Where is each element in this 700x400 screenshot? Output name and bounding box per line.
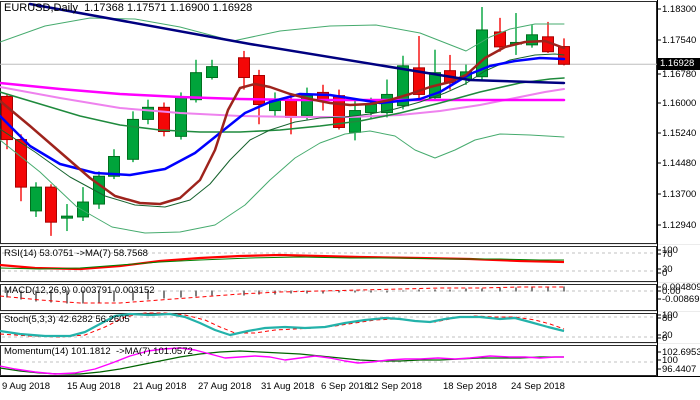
momentum-main-line <box>0 347 564 375</box>
current-price-badge: 1.16928 <box>658 58 700 70</box>
momentum-axis-label: 100 <box>662 355 678 366</box>
candle-body <box>127 118 139 160</box>
candle-body <box>142 106 154 120</box>
ma-magenta-100 <box>0 81 566 102</box>
candle-body <box>77 201 89 218</box>
price-axis-label: 1.18300 <box>662 4 697 15</box>
stochastic-axis-label: 100 <box>662 310 678 321</box>
rsi-ma-line <box>0 256 564 270</box>
candle-body <box>365 104 377 114</box>
candle-body <box>285 99 297 118</box>
date-axis-label: 9 Aug 2018 <box>2 381 51 392</box>
date-axis-label: 12 Sep 2018 <box>368 381 422 392</box>
rsi-axis-label: 100 <box>662 245 678 256</box>
stoch-main-line <box>0 312 565 338</box>
stoch-panel-label: Stoch(5,3,3) 42.6282 56.2605 <box>4 314 130 325</box>
candle-body <box>206 66 218 79</box>
ma-blue-fast <box>0 56 566 177</box>
ma-green-fast <box>0 53 565 208</box>
candle-body <box>61 215 73 219</box>
candle-body <box>494 31 506 48</box>
candle-body <box>476 29 488 78</box>
rsi-panel-frame <box>0 246 657 282</box>
date-axis-label: 27 Aug 2018 <box>198 381 252 392</box>
date-axis-label: 31 Aug 2018 <box>261 381 315 392</box>
macd-axis-label: 0.004809 <box>662 282 700 293</box>
momentum-axis-label: 96.4407 <box>662 364 697 375</box>
ma-pink-slow <box>0 86 565 118</box>
price-axis-label: 1.12940 <box>662 220 697 231</box>
date-axis[interactable]: 9 Aug 2018 15 Aug 2018 21 Aug 2018 27 Aug 2… <box>0 377 700 400</box>
candle-body <box>15 139 27 188</box>
momentum-axis-label: 102.6953 <box>662 347 700 358</box>
chart-title-ohlc: EURUSD,Daily 1.17368 1.17571 1.16900 1.1… <box>4 2 253 14</box>
price-axis-label: 1.15240 <box>662 128 697 139</box>
candle-body <box>238 57 250 79</box>
candle-body <box>158 106 170 133</box>
rsi-panel-label: RSI(14) 53.0751 ->MA(7) 58.7568 <box>4 248 148 259</box>
macd-signal-line <box>0 286 564 304</box>
date-axis-label: 6 Sep 2018 <box>321 381 370 392</box>
trendline-descending <box>28 2 566 85</box>
candle-body <box>526 34 538 46</box>
candle-body <box>45 186 57 223</box>
candle-body <box>253 74 265 106</box>
macd-axis-label: 0.00 <box>662 286 681 297</box>
candle-body <box>30 186 42 212</box>
price-axis-label: 1.16000 <box>662 98 697 109</box>
price-axis-label: 1.14480 <box>662 158 697 169</box>
ma-green-medium <box>0 77 565 133</box>
stochastic-axis-label: 20 <box>662 330 673 341</box>
rsi-axis-label: 0 <box>662 268 668 279</box>
stochastic-axis-label: 0 <box>662 333 668 344</box>
candle-body <box>397 65 409 107</box>
rsi-axis-label: 70 <box>662 249 673 260</box>
ma-maroon <box>0 39 566 206</box>
price-axis-label: 1.16780 <box>662 69 697 80</box>
stochastic-axis-label: 80 <box>662 313 673 324</box>
bollinger-lower <box>0 130 565 234</box>
momentum-panel-label: Momentum(14) 101.1812 ->MA(7) 101.0572 <box>4 346 193 357</box>
date-axis-label: 24 Sep 2018 <box>511 381 565 392</box>
candle-body <box>301 95 313 116</box>
stochastic-panel-frame <box>0 313 657 343</box>
rsi-axis-label: 30 <box>662 264 673 275</box>
date-axis-label: 15 Aug 2018 <box>67 381 121 392</box>
chart-canvas[interactable] <box>0 0 700 377</box>
date-axis-label: 21 Aug 2018 <box>133 381 187 392</box>
price-axis-label: 1.13700 <box>662 189 697 200</box>
candle-body <box>190 72 202 101</box>
candle-body <box>413 67 425 95</box>
date-axis-label: 18 Sep 2018 <box>443 381 497 392</box>
candle-body <box>108 155 120 177</box>
price-axis-label: 1.17540 <box>662 35 697 46</box>
macd-panel-label: MACD(12,26,9) 0.003791 0.003152 <box>4 285 155 296</box>
